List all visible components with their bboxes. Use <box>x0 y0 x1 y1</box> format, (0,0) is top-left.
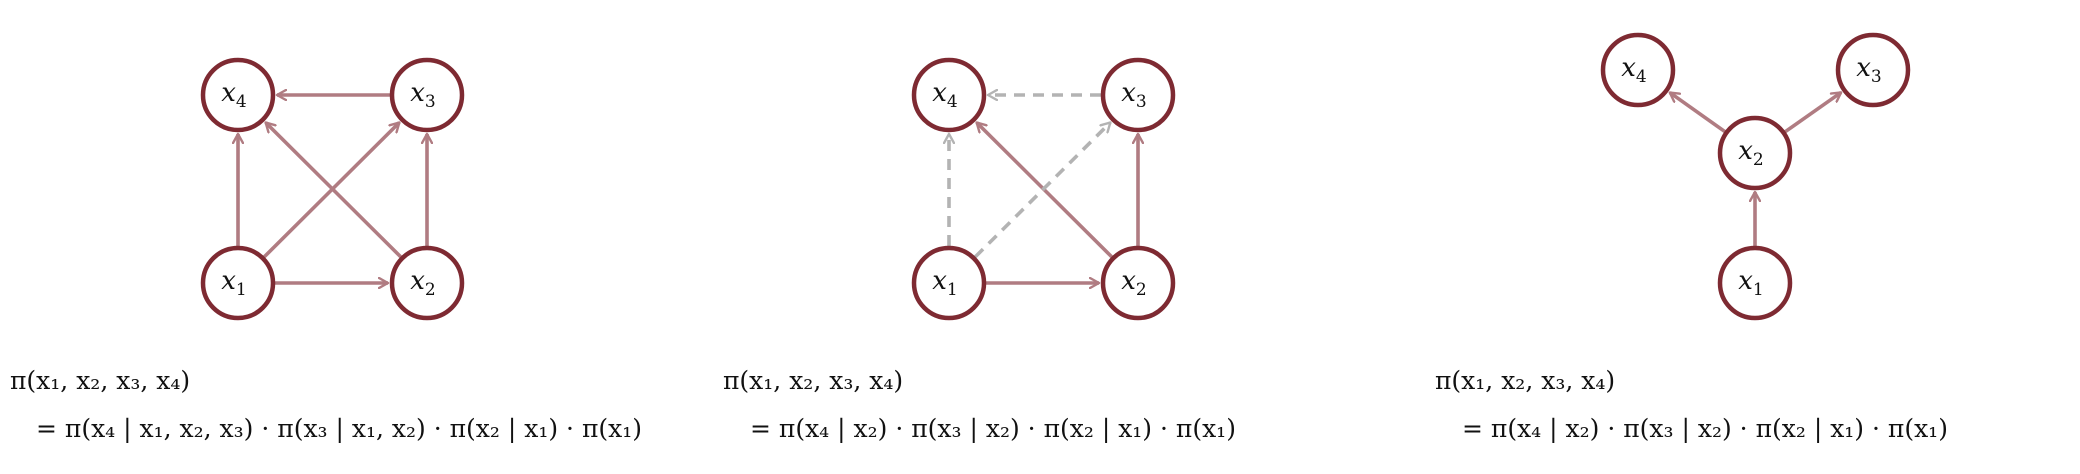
diagram-1-node-x3: x3 <box>389 57 465 133</box>
node-label: x4 <box>221 78 247 112</box>
diagram-3-node-x2: x2 <box>1717 115 1793 191</box>
diagram-3-edge-x2-to-x3 <box>1784 90 1841 134</box>
diagram-2-formula-rhs: = π(x₄ | x₂) · π(x₃ | x₂) · π(x₂ | x₁) ·… <box>750 414 1236 443</box>
node-circle <box>200 245 276 321</box>
diagram-2-node-x2: x2 <box>1100 245 1176 321</box>
diagram-2-formula-lhs: π(x₁, x₂, x₃, x₄) <box>723 366 904 395</box>
diagram-1-formula-lhs: π(x₁, x₂, x₃, x₄) <box>10 366 191 395</box>
node-circle <box>1835 32 1911 108</box>
node-circle <box>1600 32 1676 108</box>
diagram-3-formula-lhs: π(x₁, x₂, x₃, x₄) <box>1435 366 1616 395</box>
node-label: x1 <box>221 266 247 300</box>
node-label: x3 <box>1121 78 1147 112</box>
node-circle <box>389 57 465 133</box>
node-circle <box>1717 115 1793 191</box>
node-label: x3 <box>410 78 436 112</box>
node-label: x1 <box>1738 266 1764 300</box>
node-circle <box>911 245 987 321</box>
node-label: x3 <box>1856 53 1882 87</box>
node-label: x4 <box>932 78 958 112</box>
diagram-2-edge-x1-to-x3 <box>973 121 1112 259</box>
node-label: x4 <box>1621 53 1647 87</box>
node-circle <box>911 57 987 133</box>
diagram-1-node-x2: x2 <box>389 245 465 321</box>
diagram-1-edge-x2-to-x4 <box>264 121 403 259</box>
node-label: x2 <box>1121 266 1147 300</box>
diagram-1-node-x1: x1 <box>200 245 276 321</box>
node-label: x2 <box>410 266 436 300</box>
node-circle <box>200 57 276 133</box>
node-label: x2 <box>1738 136 1764 170</box>
node-label: x1 <box>932 266 958 300</box>
node-circle <box>389 245 465 321</box>
diagram-3-node-x1: x1 <box>1717 245 1793 321</box>
diagram-1-formula-rhs: = π(x₄ | x₁, x₂, x₃) · π(x₃ | x₁, x₂) · … <box>36 414 643 443</box>
diagram-2-node-x3: x3 <box>1100 57 1176 133</box>
diagram-3-node-x3: x3 <box>1835 32 1911 108</box>
diagram-3-edge-x2-to-x4 <box>1670 91 1726 134</box>
diagram-2-node-x4: x4 <box>911 57 987 133</box>
diagram-2-node-x1: x1 <box>911 245 987 321</box>
diagram-3-formula-rhs: = π(x₄ | x₂) · π(x₃ | x₂) · π(x₂ | x₁) ·… <box>1462 414 1948 443</box>
diagram-3-node-x4: x4 <box>1600 32 1676 108</box>
node-circle <box>1100 245 1176 321</box>
node-circle <box>1100 57 1176 133</box>
diagram-1-node-x4: x4 <box>200 57 276 133</box>
node-circle <box>1717 245 1793 321</box>
